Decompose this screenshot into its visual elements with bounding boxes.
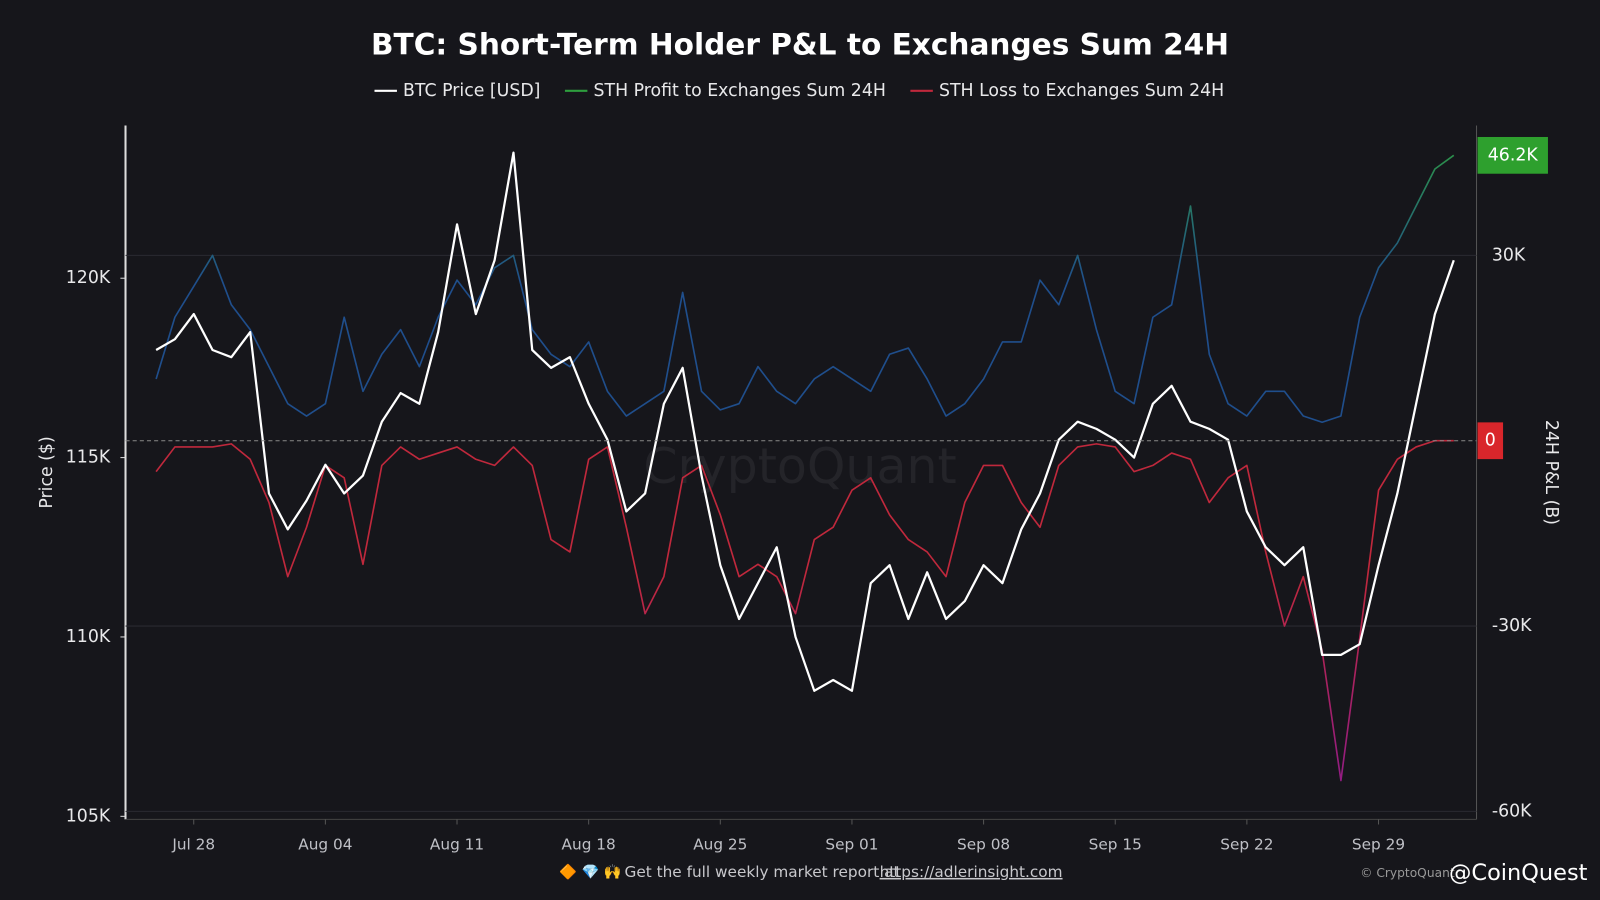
- x-tick-label: Sep 01: [825, 835, 878, 853]
- footer-link[interactable]: https://adlerinsight.com: [880, 863, 1063, 881]
- x-tick-label: Sep 22: [1220, 835, 1273, 853]
- credit: © CryptoQuant: [1360, 866, 1455, 880]
- y2-axis-label: 24H P&L (B): [1541, 420, 1561, 525]
- x-tick-label: Aug 18: [562, 835, 616, 853]
- y-tick-label: 120K: [66, 268, 111, 288]
- legend: BTC Price [USD] STH Profit to Exchanges S…: [374, 81, 1224, 101]
- y-tick-label: 110K: [66, 627, 111, 647]
- value-badge: [1477, 422, 1504, 460]
- x-tick-label: Jul 28: [171, 835, 215, 853]
- footer-icons: 🔶 💎 🙌: [559, 863, 621, 880]
- legend-label: STH Profit to Exchanges Sum 24H: [594, 81, 886, 101]
- y-tick-label: 105K: [66, 806, 111, 826]
- y2-tick-label: -30K: [1492, 616, 1532, 636]
- series-line: [155, 151, 1455, 692]
- value-badge: [1477, 136, 1548, 174]
- legend-label: BTC Price [USD]: [403, 81, 540, 101]
- y2-tick-label: 30K: [1492, 245, 1526, 265]
- series-line: [155, 154, 1455, 424]
- value-badge-label: 46.2K: [1488, 145, 1539, 165]
- x-tick-label: Aug 25: [693, 835, 747, 853]
- watermark: CryptoQuant: [643, 438, 956, 495]
- x-tick-label: Sep 08: [957, 835, 1010, 853]
- value-badge-label: 0: [1485, 431, 1496, 451]
- y-tick-label: 115K: [66, 448, 111, 468]
- x-tick-label: Sep 29: [1352, 835, 1405, 853]
- legend-label: STH Loss to Exchanges Sum 24H: [939, 81, 1224, 101]
- brand: @CoinQuest: [1449, 860, 1588, 886]
- x-tick-label: Aug 04: [298, 835, 352, 853]
- y2-tick-label: -60K: [1492, 801, 1532, 821]
- footer: 🔶 💎 🙌 Get the full weekly market report …: [559, 860, 1587, 886]
- x-tick-label: Aug 11: [430, 835, 484, 853]
- y-axis-label: Price ($): [37, 436, 57, 508]
- x-tick-label: Sep 15: [1089, 835, 1142, 853]
- chart-title: BTC: Short-Term Holder P&L to Exchanges …: [371, 27, 1229, 61]
- footer-text: Get the full weekly market report at: [624, 863, 899, 881]
